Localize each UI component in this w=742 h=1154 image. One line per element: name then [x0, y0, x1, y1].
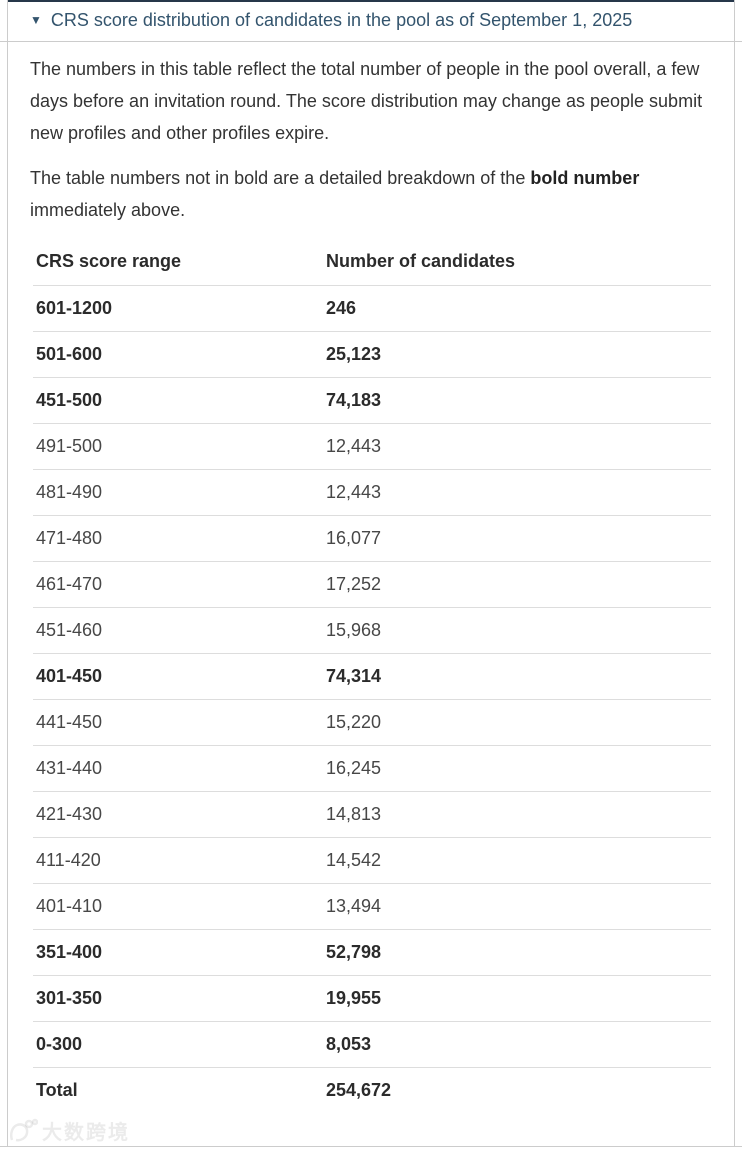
table-row: 431-440 16,245: [33, 745, 711, 792]
crs-range-cell: 401-410: [33, 883, 323, 930]
table-row: 401-410 13,494: [33, 883, 711, 930]
candidates-count-cell: 25,123: [323, 331, 711, 378]
candidates-count-cell: 15,220: [323, 699, 711, 746]
table-row: 481-490 12,443: [33, 469, 711, 516]
intro-paragraph: The numbers in this table reflect the to…: [30, 59, 703, 143]
candidates-count-cell: 14,813: [323, 791, 711, 838]
table-row: 401-450 74,314: [33, 653, 711, 700]
crs-range-cell: 401-450: [33, 653, 323, 700]
candidates-count-cell: 12,443: [323, 423, 711, 470]
candidates-count-cell: 13,494: [323, 883, 711, 930]
crs-range-cell: 491-500: [33, 423, 323, 470]
header-number-of-candidates: Number of candidates: [323, 239, 711, 286]
table-body: 601-1200 246 501-600 25,123 451-500 74,183 491…: [33, 285, 711, 1113]
table-row: 421-430 14,813: [33, 791, 711, 838]
crs-range-cell: 461-470: [33, 561, 323, 608]
crs-range-cell: 501-600: [33, 331, 323, 378]
table-row: 301-350 19,955: [33, 975, 711, 1022]
top-accent-bar: [8, 0, 734, 2]
table-row: 411-420 14,542: [33, 837, 711, 884]
crs-range-cell: 451-460: [33, 607, 323, 654]
note-text-after: immediately above.: [30, 200, 186, 220]
candidates-count-cell: 16,077: [323, 515, 711, 562]
crs-range-cell: 351-400: [33, 929, 323, 976]
crs-range-cell: 421-430: [33, 791, 323, 838]
crs-range-cell: 411-420: [33, 837, 323, 884]
crs-range-cell: 0-300: [33, 1021, 323, 1068]
watermark-logo-icon: [9, 1118, 38, 1141]
table-row: 451-460 15,968: [33, 607, 711, 654]
table-row: 471-480 16,077: [33, 515, 711, 562]
crs-range-cell: 301-350: [33, 975, 323, 1022]
crs-range-cell: 451-500: [33, 377, 323, 424]
crs-range-cell: 441-450: [33, 699, 323, 746]
candidates-count-cell: 52,798: [323, 929, 711, 976]
candidates-count-cell: 16,245: [323, 745, 711, 792]
crs-range-cell: 601-1200: [33, 285, 323, 332]
header-crs-score-range: CRS score range: [33, 239, 323, 286]
candidates-count-cell: 74,183: [323, 377, 711, 424]
candidates-count-cell: 254,672: [326, 1079, 392, 1100]
table-row: 461-470 17,252: [33, 561, 711, 608]
table-row: 451-500 74,183: [33, 377, 711, 424]
summary-divider: [0, 41, 742, 42]
details-summary-title: CRS score distribution of candidates in …: [50, 10, 633, 30]
candidates-count-cell: 17,252: [323, 561, 711, 608]
details-content: The numbers in this table reflect the to…: [8, 41, 734, 1113]
crs-range-cell: 481-490: [33, 469, 323, 516]
crs-range-cell: 431-440: [33, 745, 323, 792]
panel-bottom-border: [0, 1146, 742, 1147]
bold-note-paragraph: The table numbers not in bold are a deta…: [30, 162, 704, 226]
candidates-count-cell: 8,053: [323, 1021, 711, 1068]
table-row: 501-600 25,123: [33, 331, 711, 378]
table-row: 0-300 8,053: [33, 1021, 711, 1068]
candidates-count-cell: 74,314: [323, 653, 711, 700]
watermark: 大数跨境: [8, 1116, 130, 1145]
details-panel: ▼ CRS score distribution of candidates i…: [7, 0, 735, 1146]
table-row: 491-500 12,443: [33, 423, 711, 470]
crs-range-cell: 471-480: [33, 515, 323, 562]
table-row: 351-400 52,798: [33, 929, 711, 976]
crs-range-cell: Total: [36, 1079, 78, 1100]
candidates-count-cell: 15,968: [323, 607, 711, 654]
candidates-count-cell: 12,443: [323, 469, 711, 516]
table-row: 441-450 15,220: [33, 699, 711, 746]
table-row: Total 254,672: [33, 1067, 711, 1113]
collapse-triangle-icon: ▼: [30, 12, 42, 27]
candidates-count-cell: 14,542: [323, 837, 711, 884]
crs-score-table: CRS score range Number of candidates 601…: [33, 239, 711, 1113]
candidates-count-cell: 19,955: [323, 975, 711, 1022]
note-text-before: The table numbers not in bold are a deta…: [30, 168, 531, 188]
candidates-count-cell: 246: [323, 285, 711, 332]
table-header-row: CRS score range Number of candidates: [33, 239, 711, 286]
details-summary[interactable]: ▼ CRS score distribution of candidates i…: [8, 0, 734, 41]
note-text-bold: bold number: [530, 168, 640, 188]
watermark-text: 大数跨境: [42, 1122, 130, 1144]
table-row: 601-1200 246: [33, 285, 711, 332]
